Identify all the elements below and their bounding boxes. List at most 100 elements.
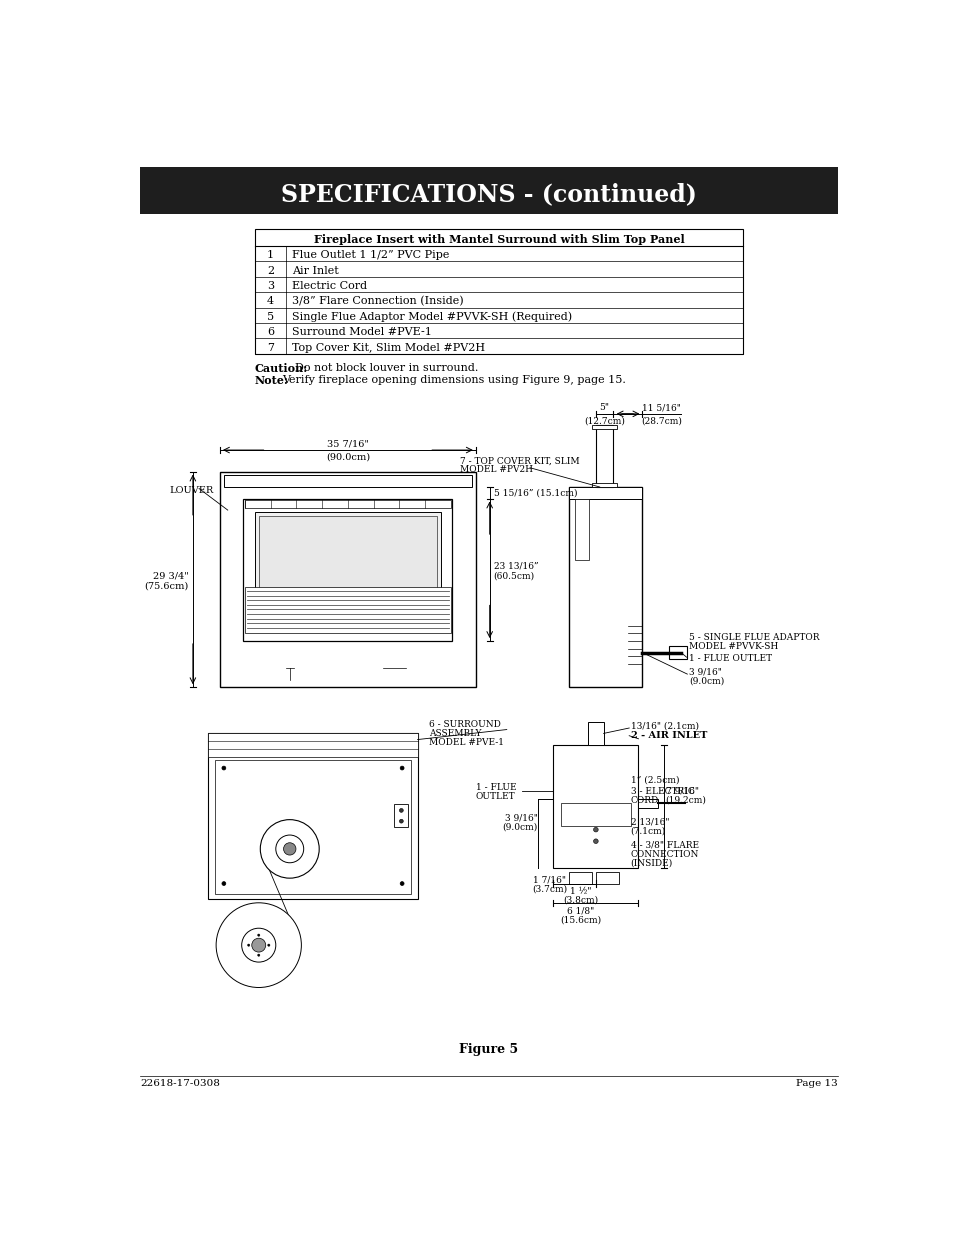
Bar bbox=[254, 228, 742, 353]
Bar bbox=[258, 516, 436, 593]
Bar bbox=[224, 475, 472, 487]
Text: (9.0cm): (9.0cm) bbox=[502, 823, 537, 832]
Text: (75.6cm): (75.6cm) bbox=[145, 580, 189, 590]
Text: 2: 2 bbox=[267, 266, 274, 275]
Bar bbox=[553, 745, 638, 868]
Bar bbox=[638, 799, 658, 808]
Text: 4 - 3/8" FLARE: 4 - 3/8" FLARE bbox=[630, 841, 699, 850]
Text: 3 9/16": 3 9/16" bbox=[688, 667, 721, 677]
Text: MODEL #PV2H: MODEL #PV2H bbox=[459, 466, 533, 474]
Text: 3: 3 bbox=[267, 282, 274, 291]
Text: Air Inlet: Air Inlet bbox=[292, 266, 338, 275]
Text: 22618-17-0308: 22618-17-0308 bbox=[140, 1079, 220, 1088]
Text: 29 3/4": 29 3/4" bbox=[153, 571, 189, 580]
Bar bbox=[669, 646, 686, 658]
Bar bbox=[592, 425, 617, 430]
Text: 2 13/16": 2 13/16" bbox=[630, 818, 669, 826]
Text: (28.7cm): (28.7cm) bbox=[640, 416, 681, 425]
Text: CONNECTION: CONNECTION bbox=[630, 850, 699, 858]
Text: Fireplace Insert with Mantel Surround with Slim Top Panel: Fireplace Insert with Mantel Surround wi… bbox=[314, 233, 683, 245]
Text: MODEL #PVVK-SH: MODEL #PVVK-SH bbox=[688, 642, 778, 651]
Text: 1 - FLUE: 1 - FLUE bbox=[476, 783, 516, 792]
Text: 6: 6 bbox=[267, 327, 274, 337]
Circle shape bbox=[247, 944, 250, 946]
Text: 6 - SURROUND: 6 - SURROUND bbox=[429, 720, 500, 729]
Bar bbox=[140, 168, 837, 214]
Bar bbox=[394, 804, 408, 827]
Circle shape bbox=[216, 903, 301, 988]
Text: 5": 5" bbox=[598, 404, 609, 412]
Circle shape bbox=[222, 882, 226, 885]
Text: 7: 7 bbox=[267, 342, 274, 353]
Bar bbox=[245, 500, 451, 508]
Text: Figure 5: Figure 5 bbox=[459, 1042, 517, 1056]
Text: 6 1/8": 6 1/8" bbox=[566, 906, 594, 915]
Circle shape bbox=[399, 882, 404, 885]
Text: 23 13/16”: 23 13/16” bbox=[493, 562, 537, 571]
Circle shape bbox=[283, 842, 295, 855]
Text: 7 - TOP COVER KIT, SLIM: 7 - TOP COVER KIT, SLIM bbox=[459, 456, 579, 466]
Bar bbox=[568, 487, 641, 687]
Bar bbox=[596, 425, 612, 487]
Text: 11 5/16": 11 5/16" bbox=[641, 404, 680, 412]
Text: Do not block louver in surround.: Do not block louver in surround. bbox=[294, 363, 478, 373]
Text: (60.5cm): (60.5cm) bbox=[493, 572, 534, 580]
Circle shape bbox=[260, 820, 319, 878]
Circle shape bbox=[593, 839, 598, 844]
Text: Page 13: Page 13 bbox=[795, 1079, 837, 1088]
Text: 3 - ELECTRIC: 3 - ELECTRIC bbox=[630, 787, 694, 795]
Text: Note:: Note: bbox=[254, 375, 289, 387]
Text: 5: 5 bbox=[267, 311, 274, 322]
Text: Flue Outlet 1 1/2” PVC Pipe: Flue Outlet 1 1/2” PVC Pipe bbox=[292, 251, 449, 261]
Circle shape bbox=[257, 934, 259, 936]
Circle shape bbox=[257, 953, 259, 956]
Circle shape bbox=[222, 766, 226, 769]
Bar bbox=[208, 734, 417, 899]
Circle shape bbox=[399, 819, 403, 823]
Bar bbox=[243, 499, 452, 641]
Text: 5 - SINGLE FLUE ADAPTOR: 5 - SINGLE FLUE ADAPTOR bbox=[688, 632, 819, 642]
Text: (3.7cm): (3.7cm) bbox=[531, 884, 566, 893]
Bar bbox=[575, 499, 588, 561]
Bar bbox=[568, 487, 641, 499]
Text: (INSIDE): (INSIDE) bbox=[630, 860, 672, 868]
Text: 1 7/16": 1 7/16" bbox=[533, 876, 565, 884]
Text: 7 9/16": 7 9/16" bbox=[665, 787, 698, 795]
Text: Surround Model #PVE-1: Surround Model #PVE-1 bbox=[292, 327, 432, 337]
Text: (12.7cm): (12.7cm) bbox=[583, 416, 624, 425]
Circle shape bbox=[399, 766, 404, 769]
Text: 13/16" (2.1cm): 13/16" (2.1cm) bbox=[630, 721, 698, 730]
Circle shape bbox=[268, 944, 270, 946]
Text: Verify fireplace opening dimensions using Figure 9, page 15.: Verify fireplace opening dimensions usin… bbox=[282, 375, 625, 385]
Text: Top Cover Kit, Slim Model #PV2H: Top Cover Kit, Slim Model #PV2H bbox=[292, 342, 485, 353]
Text: (7.1cm): (7.1cm) bbox=[630, 826, 665, 836]
Text: (15.6cm): (15.6cm) bbox=[559, 915, 600, 924]
Circle shape bbox=[275, 835, 303, 863]
Text: 4: 4 bbox=[267, 296, 274, 306]
Text: (3.8cm): (3.8cm) bbox=[562, 895, 598, 905]
Text: 2 - AIR INLET: 2 - AIR INLET bbox=[630, 731, 706, 740]
Bar bbox=[254, 513, 440, 597]
Text: (19.2cm): (19.2cm) bbox=[665, 795, 706, 805]
Circle shape bbox=[241, 929, 275, 962]
Circle shape bbox=[399, 809, 403, 813]
Text: (90.0cm): (90.0cm) bbox=[326, 452, 370, 462]
Text: 1 - FLUE OUTLET: 1 - FLUE OUTLET bbox=[688, 655, 771, 663]
Bar bbox=[568, 872, 592, 883]
Circle shape bbox=[252, 939, 266, 952]
Text: 3/8” Flare Connection (Inside): 3/8” Flare Connection (Inside) bbox=[292, 296, 463, 306]
Text: Electric Cord: Electric Cord bbox=[292, 282, 367, 291]
Text: Single Flue Adaptor Model #PVVK-SH (Required): Single Flue Adaptor Model #PVVK-SH (Requ… bbox=[292, 311, 572, 322]
Text: 1 ½": 1 ½" bbox=[569, 887, 591, 895]
Text: 1” (2.5cm): 1” (2.5cm) bbox=[630, 776, 679, 784]
Text: ASSEMBLY: ASSEMBLY bbox=[429, 729, 481, 737]
Text: CORD: CORD bbox=[630, 795, 659, 805]
Text: OUTLET: OUTLET bbox=[476, 792, 515, 802]
Bar bbox=[214, 761, 411, 894]
Bar bbox=[592, 483, 617, 487]
Text: 3 9/16": 3 9/16" bbox=[504, 814, 537, 823]
Text: Caution:: Caution: bbox=[254, 363, 308, 374]
Bar bbox=[220, 472, 476, 687]
Text: 5 15/16” (15.1cm): 5 15/16” (15.1cm) bbox=[493, 488, 577, 498]
Bar bbox=[208, 734, 417, 757]
